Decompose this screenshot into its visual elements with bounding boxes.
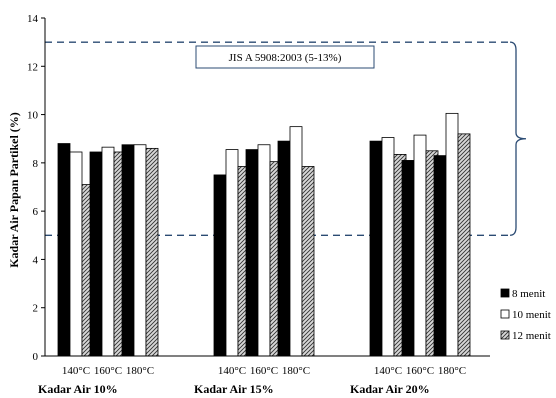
legend-swatch xyxy=(500,288,510,298)
bar xyxy=(145,147,159,357)
bar xyxy=(101,146,115,357)
x-tick-label: 140°C xyxy=(218,365,246,377)
bar xyxy=(433,155,447,357)
bar xyxy=(89,151,103,357)
ref-label: JIS A 5908:2003 (5-13%) xyxy=(229,52,342,64)
bar xyxy=(57,143,71,357)
bar xyxy=(121,144,135,357)
bar xyxy=(245,149,259,357)
bar xyxy=(277,140,291,357)
x-tick-label: 160°C xyxy=(94,365,122,377)
ref-label-box xyxy=(195,45,375,69)
bar xyxy=(381,137,395,357)
y-tick-label: 0 xyxy=(33,351,39,363)
legend-label: 8 menit xyxy=(512,288,545,300)
bar xyxy=(225,149,239,357)
y-tick-label: 12 xyxy=(27,61,38,73)
x-tick-label: 180°C xyxy=(126,365,154,377)
y-tick-label: 14 xyxy=(27,13,39,25)
x-tick-label: 180°C xyxy=(282,365,310,377)
axis-labels: 0 2 4 6 8 10 12 14 140°C 160°C 180°C Kadar Air 10% 1… xyxy=(27,13,466,396)
y-tick-label: 8 xyxy=(33,158,39,170)
x-tick-label: 180°C xyxy=(438,365,466,377)
x-tick-label: 140°C xyxy=(62,365,90,377)
legend-swatch xyxy=(500,330,510,340)
bar xyxy=(413,134,427,357)
y-tick-label: 6 xyxy=(33,206,39,218)
bar xyxy=(213,174,227,357)
axes xyxy=(41,17,490,357)
y-axis-label: Kadar Air Papan Partikel (%) xyxy=(7,112,21,268)
group-label: Kadar Air 20% xyxy=(350,382,430,396)
bar xyxy=(289,126,303,357)
y-tick-label: 2 xyxy=(33,303,39,315)
bar xyxy=(69,151,83,357)
y-tick-label: 4 xyxy=(33,254,39,266)
x-tick-label: 160°C xyxy=(250,365,278,377)
bar xyxy=(133,144,147,357)
bar xyxy=(257,144,271,357)
legend: 8 menit 10 menit 12 menit xyxy=(500,288,551,342)
bars-layer xyxy=(57,112,471,357)
bar xyxy=(401,160,415,357)
group-label: Kadar Air 15% xyxy=(194,382,274,396)
bar xyxy=(445,112,459,357)
legend-label: 10 menit xyxy=(512,309,551,321)
bar xyxy=(457,133,471,357)
legend-swatch xyxy=(500,309,510,319)
group-label: Kadar Air 10% xyxy=(38,382,118,396)
legend-label: 12 menit xyxy=(512,330,551,342)
bar xyxy=(301,166,315,357)
x-tick-label: 140°C xyxy=(374,365,402,377)
x-tick-label: 160°C xyxy=(406,365,434,377)
y-tick-label: 10 xyxy=(27,110,39,122)
bar xyxy=(369,140,383,357)
ref-bracket xyxy=(509,41,527,236)
